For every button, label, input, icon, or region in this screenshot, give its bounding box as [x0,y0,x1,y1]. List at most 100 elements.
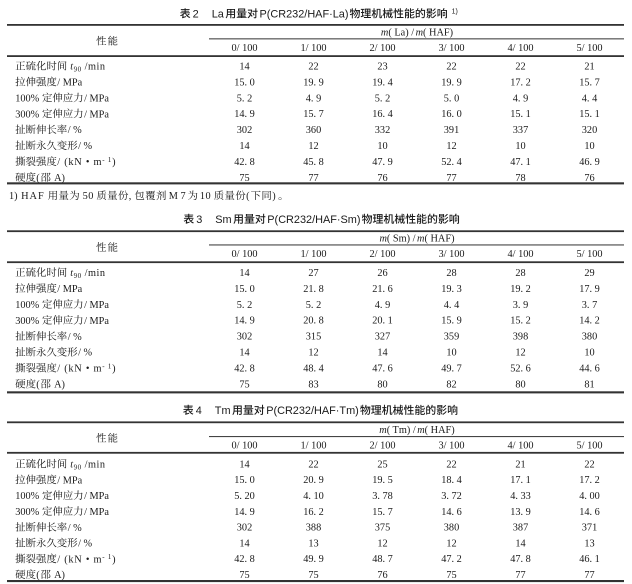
svg-text:49. 7: 49. 7 [441,364,462,375]
svg-text:t90 /min: t90 /min [70,268,105,280]
svg-text:15. 2: 15. 2 [510,316,531,327]
svg-text:300%: 300% [15,316,39,327]
svg-text:4. 9: 4. 9 [306,93,321,104]
svg-text:332: 332 [375,125,390,136]
svg-text:12: 12 [515,348,525,359]
svg-text:380: 380 [444,523,459,534]
svg-text:20. 8: 20. 8 [303,316,324,327]
svg-text:16. 2: 16. 2 [303,507,324,518]
svg-text:m( Sm) /m( HAF): m( Sm) / m( HAF) [379,234,454,245]
svg-text:14: 14 [377,348,387,359]
svg-text:/ MPa: / MPa [57,78,82,89]
svg-text:21. 6: 21. 6 [372,284,393,295]
svg-text:/ (kN • m- 1): / (kN • m- 1) [57,553,116,565]
svg-text:10: 10 [446,348,456,359]
svg-text:/ (kN • m- 1): / (kN • m- 1) [57,156,116,168]
svg-text:375: 375 [375,523,390,534]
svg-text:10: 10 [584,348,594,359]
svg-text:4: 4 [196,405,202,417]
svg-text:14. 6: 14. 6 [579,507,600,518]
svg-text:1/ 100: 1/ 100 [300,249,326,260]
svg-text:398: 398 [513,332,528,343]
svg-text:21: 21 [584,62,594,73]
svg-text:3. 72: 3. 72 [441,491,462,502]
svg-text:300%: 300% [15,507,39,518]
svg-text:80: 80 [377,380,387,391]
svg-text:P(CR232/HAF·Tm): P(CR232/HAF·Tm) [266,405,359,417]
svg-text:P(CR232/HAF·Sm): P(CR232/HAF·Sm) [267,214,360,226]
svg-text:26: 26 [377,268,387,279]
svg-text:15. 9: 15. 9 [441,316,462,327]
svg-text:10: 10 [200,191,211,202]
svg-text:4/ 100: 4/ 100 [507,440,533,451]
svg-text:A): A) [54,570,65,581]
svg-text:380: 380 [582,332,597,343]
svg-text:16. 0: 16. 0 [441,109,462,120]
svg-text:3/ 100: 3/ 100 [438,440,464,451]
svg-text:4. 4: 4. 4 [444,300,459,311]
svg-text:m( Tm) /m( HAF): m( Tm) / m( HAF) [379,425,454,436]
svg-text:0/ 100: 0/ 100 [231,440,257,451]
svg-text:(: ( [36,570,40,581]
svg-text:4. 33: 4. 33 [510,491,531,502]
svg-text:14: 14 [239,538,249,549]
svg-text:16. 4: 16. 4 [372,109,393,120]
svg-text:15. 0: 15. 0 [234,475,255,486]
svg-text:42. 8: 42. 8 [234,554,255,565]
svg-text:4. 9: 4. 9 [513,93,528,104]
svg-text:1): 1) [452,9,458,16]
svg-text:14: 14 [239,348,249,359]
svg-text:27: 27 [308,268,318,279]
svg-text:14. 6: 14. 6 [441,507,462,518]
svg-text:77: 77 [308,173,318,184]
svg-text:14. 9: 14. 9 [234,316,255,327]
svg-text:52. 4: 52. 4 [441,157,462,168]
svg-text:42. 8: 42. 8 [234,157,255,168]
svg-text:/ MPa: / MPa [84,109,109,120]
svg-text:19. 2: 19. 2 [510,284,531,295]
svg-text:A): A) [54,173,65,184]
svg-text:47. 2: 47. 2 [441,554,462,565]
svg-text:391: 391 [444,125,459,136]
svg-text:10: 10 [377,141,387,152]
svg-text:15. 7: 15. 7 [303,109,324,120]
svg-text:1/ 100: 1/ 100 [300,43,326,54]
svg-text:/ %: / % [78,539,92,550]
svg-text:Tm: Tm [215,405,231,417]
svg-text:/ %: / % [78,348,92,359]
svg-text:3/ 100: 3/ 100 [438,43,464,54]
svg-text:21: 21 [515,459,525,470]
svg-text:t90 /min: t90 /min [70,460,105,472]
svg-text:t90 /min: t90 /min [70,62,105,74]
svg-text:13. 9: 13. 9 [510,507,531,518]
svg-text:/ MPa: / MPa [84,300,109,311]
svg-text:81: 81 [584,380,594,391]
svg-text:49. 9: 49. 9 [303,554,324,565]
svg-text:19. 5: 19. 5 [372,475,393,486]
svg-text:327: 327 [375,332,390,343]
svg-text:17. 9: 17. 9 [579,284,600,295]
svg-text:19. 9: 19. 9 [303,77,324,88]
svg-text:/ %: / % [68,332,82,343]
svg-text:0/ 100: 0/ 100 [231,249,257,260]
svg-text:20. 1: 20. 1 [372,316,393,327]
svg-text:(: ( [246,191,250,202]
svg-text:23: 23 [377,62,387,73]
svg-text:42. 8: 42. 8 [234,364,255,375]
svg-text:302: 302 [237,125,252,136]
svg-text:359: 359 [444,332,459,343]
svg-text:): ) [272,191,275,202]
svg-text:4. 4: 4. 4 [582,93,597,104]
svg-text:A): A) [54,380,65,391]
svg-text:50: 50 [83,191,94,202]
svg-text:75: 75 [446,570,456,581]
svg-text:/ (kN • m- 1): / (kN • m- 1) [57,362,116,374]
svg-text:HAF: HAF [21,191,45,202]
svg-text:4. 9: 4. 9 [375,300,390,311]
svg-text:/ MPa: / MPa [57,284,82,295]
svg-text:48. 4: 48. 4 [303,364,324,375]
svg-text:/ MPa: / MPa [84,316,109,327]
svg-text:12: 12 [308,348,318,359]
svg-text:48. 7: 48. 7 [372,554,393,565]
svg-text:13: 13 [584,538,594,549]
